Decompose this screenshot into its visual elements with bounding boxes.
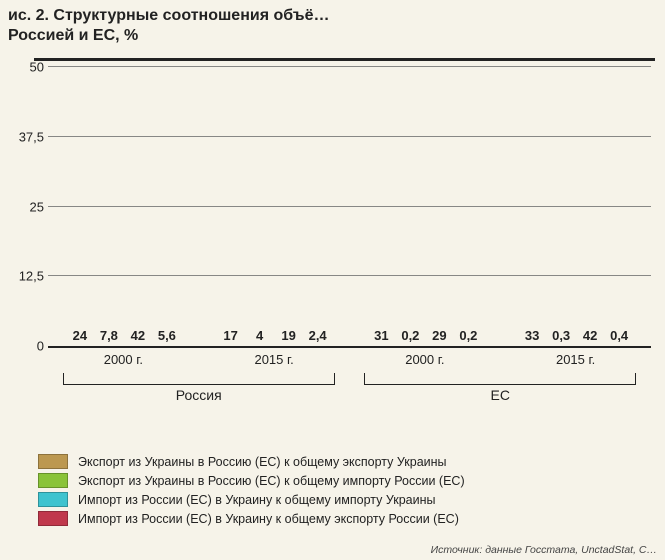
- bar-value: 0,2: [459, 328, 477, 343]
- bar-value: 33: [525, 328, 539, 343]
- legend-text: Экспорт из Украины в Россию (ЕС) к общем…: [78, 474, 465, 488]
- legend: Экспорт из Украины в Россию (ЕС) к общем…: [38, 454, 645, 526]
- group-year-label: 2000 г.: [69, 352, 178, 367]
- y-tick-label: 37,5: [4, 129, 44, 144]
- legend-item: Экспорт из Украины в Россию (ЕС) к общем…: [38, 454, 645, 469]
- title-line-1: ис. 2. Структурные соотношения объё…: [8, 7, 329, 24]
- y-tick-label: 25: [4, 199, 44, 214]
- bar-value: 24: [73, 328, 87, 343]
- legend-item: Импорт из России (ЕС) в Украину к общему…: [38, 511, 645, 526]
- y-tick-label: 50: [4, 60, 44, 75]
- legend-item: Импорт из России (ЕС) в Украину к общему…: [38, 492, 645, 507]
- region-bracket: ЕС: [364, 373, 636, 385]
- bar-value: 0,2: [401, 328, 419, 343]
- bar-value: 29: [432, 328, 446, 343]
- legend-swatch: [38, 492, 68, 507]
- chart-title: ис. 2. Структурные соотношения объё… Рос…: [0, 0, 665, 54]
- bar-value: 5,6: [158, 328, 176, 343]
- bar-value: 17: [223, 328, 237, 343]
- region-bracket: Россия: [63, 373, 335, 385]
- y-tick-label: 12,5: [4, 269, 44, 284]
- region-label: ЕС: [365, 387, 635, 403]
- gridline: [48, 66, 651, 67]
- legend-text: Экспорт из Украины в Россию (ЕС) к общем…: [78, 455, 447, 469]
- bar-value: 42: [131, 328, 145, 343]
- chart: 012,52537,550247,8425,62000 г.174192,420…: [34, 58, 655, 398]
- bar-value: 0,3: [552, 328, 570, 343]
- bar-value: 7,8: [100, 328, 118, 343]
- bar-value: 0,4: [610, 328, 628, 343]
- gridline: [48, 136, 651, 137]
- gridline: [48, 275, 651, 276]
- legend-text: Импорт из России (ЕС) в Украину к общему…: [78, 493, 435, 507]
- bar-value: 4: [256, 328, 263, 343]
- group-year-label: 2000 г.: [370, 352, 479, 367]
- legend-swatch: [38, 511, 68, 526]
- title-line-2: Россией и ЕС, %: [8, 27, 138, 44]
- region-label: Россия: [64, 387, 334, 403]
- group-year-label: 2015 г.: [521, 352, 630, 367]
- bar-value: 19: [281, 328, 295, 343]
- legend-swatch: [38, 454, 68, 469]
- legend-swatch: [38, 473, 68, 488]
- bar-value: 2,4: [309, 328, 327, 343]
- bar-value: 31: [374, 328, 388, 343]
- y-tick-label: 0: [4, 339, 44, 354]
- plot-area: 012,52537,550247,8425,62000 г.174192,420…: [48, 67, 651, 348]
- bar-value: 42: [583, 328, 597, 343]
- source-text: Источник: данные Госстата, UnctadStat, C…: [431, 544, 657, 556]
- legend-text: Импорт из России (ЕС) в Украину к общему…: [78, 512, 459, 526]
- group-year-label: 2015 г.: [220, 352, 329, 367]
- gridline: [48, 206, 651, 207]
- legend-item: Экспорт из Украины в Россию (ЕС) к общем…: [38, 473, 645, 488]
